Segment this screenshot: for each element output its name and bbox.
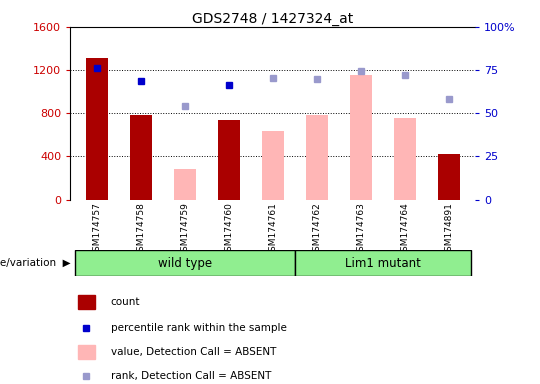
Text: GSM174764: GSM174764 bbox=[400, 202, 409, 257]
Bar bbox=[78, 345, 94, 359]
Title: GDS2748 / 1427324_at: GDS2748 / 1427324_at bbox=[192, 12, 353, 26]
Text: GSM174759: GSM174759 bbox=[180, 202, 189, 257]
Bar bbox=[438, 154, 460, 200]
Bar bbox=[350, 76, 372, 200]
Text: GSM174761: GSM174761 bbox=[268, 202, 277, 257]
Text: value, Detection Call = ABSENT: value, Detection Call = ABSENT bbox=[111, 347, 276, 357]
Text: GSM174762: GSM174762 bbox=[312, 202, 321, 257]
Bar bbox=[218, 120, 240, 200]
Bar bbox=[174, 169, 195, 200]
Bar bbox=[75, 250, 295, 276]
Text: GSM174758: GSM174758 bbox=[136, 202, 145, 257]
Text: count: count bbox=[111, 297, 140, 307]
Bar bbox=[86, 58, 107, 200]
Text: GSM174891: GSM174891 bbox=[444, 202, 453, 257]
Bar bbox=[306, 116, 328, 200]
Text: GSM174757: GSM174757 bbox=[92, 202, 101, 257]
Bar bbox=[130, 116, 152, 200]
Text: rank, Detection Call = ABSENT: rank, Detection Call = ABSENT bbox=[111, 371, 271, 381]
Text: genotype/variation  ▶: genotype/variation ▶ bbox=[0, 258, 70, 268]
Bar bbox=[394, 118, 416, 200]
Text: GSM174760: GSM174760 bbox=[224, 202, 233, 257]
Text: wild type: wild type bbox=[158, 257, 212, 270]
Bar bbox=[262, 131, 284, 200]
Bar bbox=[295, 250, 471, 276]
Bar bbox=[78, 295, 94, 309]
Text: GSM174763: GSM174763 bbox=[356, 202, 365, 257]
Text: percentile rank within the sample: percentile rank within the sample bbox=[111, 323, 287, 333]
Text: Lim1 mutant: Lim1 mutant bbox=[345, 257, 421, 270]
